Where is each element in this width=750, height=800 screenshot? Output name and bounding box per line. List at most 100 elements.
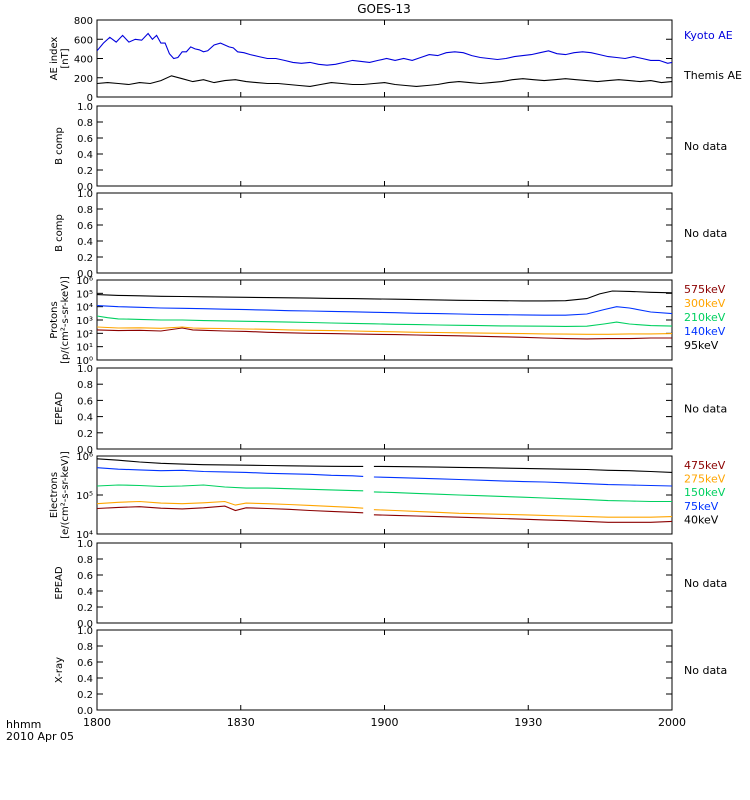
x-tick-label: 1930	[514, 716, 542, 729]
y-axis-label: Electrons	[49, 472, 60, 518]
no-data-label: No data	[684, 577, 727, 590]
y-tick-label: 0.0	[77, 269, 93, 280]
panel-xray: 0.0 0.2 0.4 0.6 0.8 1.0 X-ray No data	[54, 626, 727, 717]
panel-frame	[96, 629, 673, 711]
y-tick-label: 400	[74, 55, 93, 66]
y-tick-label: 0.0	[77, 445, 93, 456]
series-line-kyoto-ae	[97, 32, 672, 66]
y-tick-label: 0.6	[77, 571, 93, 582]
y-axis-label: EPEAD	[54, 392, 65, 426]
panel-electrons: 10⁴ 10⁵ 10⁶ Electrons [e/(cm²-s-sr-keV)] 475k…	[49, 451, 726, 541]
y-tick-label: 0.8	[77, 380, 93, 391]
y-axis-label: [nT]	[60, 48, 71, 68]
y-tick-label: 0.6	[77, 221, 93, 232]
y-tick-label: 1.0	[77, 626, 93, 637]
panel-frame	[96, 105, 673, 187]
y-tick-label: 0.2	[77, 166, 93, 177]
y-tick-label: 0.2	[77, 690, 93, 701]
panel-frame	[96, 192, 673, 274]
y-tick-label: 1.0	[77, 364, 93, 375]
y-tick-label: 1.0	[77, 539, 93, 550]
panel-frame	[96, 455, 673, 535]
y-tick-label: 10⁰	[76, 356, 93, 367]
x-tick-label: 1900	[371, 716, 399, 729]
y-tick-label: 10⁴	[76, 530, 93, 541]
series-line-275kev	[97, 500, 672, 518]
y-tick-label: 0.8	[77, 555, 93, 566]
y-axis-label: [e/(cm²-s-sr-keV)]	[60, 451, 71, 539]
y-tick-label: 10¹	[76, 343, 93, 354]
y-tick-label: 0.6	[77, 134, 93, 145]
panel-ae: 0 200 400 600 800 AE index [nT] Kyoto AE Themis …	[49, 16, 742, 104]
y-tick-label: 0.4	[77, 413, 93, 424]
series-line-210kev	[97, 315, 672, 327]
x-tick-label: 1800	[83, 716, 111, 729]
y-tick-label: 0.4	[77, 237, 93, 248]
panel-b2: 0.0 0.2 0.4 0.6 0.8 1.0 B comp No data	[54, 189, 727, 280]
panel-frame	[96, 542, 673, 624]
y-tick-label: 1.0	[77, 189, 93, 200]
y-axis-label: B comp	[54, 127, 65, 165]
y-axis-label: Protons	[49, 301, 60, 338]
y-tick-label: 0.0	[77, 706, 93, 717]
y-tick-label: 10⁶	[76, 452, 93, 463]
no-data-label: No data	[684, 227, 727, 240]
y-tick-label: 0.6	[77, 396, 93, 407]
y-tick-label: 10³	[76, 316, 93, 327]
y-tick-label: 0.4	[77, 587, 93, 598]
y-tick-label: 0.2	[77, 603, 93, 614]
y-tick-label: 0.8	[77, 118, 93, 129]
legend-40kev: 40keV	[684, 513, 719, 526]
y-tick-label: 0	[87, 93, 93, 104]
panel-epead1: 0.0 0.2 0.4 0.6 0.8 1.0 EPEAD No data	[54, 364, 727, 456]
series-line-themis-ae	[97, 75, 672, 87]
footer-hhmm: hhmm	[6, 718, 41, 731]
y-axis-label: B comp	[54, 214, 65, 252]
y-tick-label: 600	[74, 35, 93, 46]
y-axis-label: [p/(cm²-s-sr-keV)]	[60, 276, 71, 364]
y-tick-label: 200	[74, 74, 93, 85]
legend-575kev: 575keV	[684, 283, 726, 296]
y-axis-label: AE index	[49, 37, 60, 81]
legend-150kev: 150keV	[684, 486, 726, 499]
y-tick-label: 10⁶	[76, 276, 93, 287]
x-axis: 1800 1830 1900 1930 2000	[83, 716, 686, 729]
y-axis-label: X-ray	[54, 657, 65, 683]
panel-b1: 0.0 0.2 0.4 0.6 0.8 1.0 B comp No data	[54, 102, 727, 193]
y-tick-label: 800	[74, 16, 93, 27]
panel-frame	[96, 367, 673, 450]
series-line-75kev	[97, 467, 672, 487]
legend-140kev: 140keV	[684, 325, 726, 338]
y-axis-label: EPEAD	[54, 566, 65, 600]
series-line-475kev	[97, 505, 672, 523]
series-line-40kev	[97, 458, 672, 473]
no-data-label: No data	[684, 140, 727, 153]
legend-210kev: 210keV	[684, 311, 726, 324]
no-data-label: No data	[684, 403, 727, 416]
y-tick-label: 10⁵	[76, 491, 93, 502]
legend-475kev: 475keV	[684, 459, 726, 472]
series-line-140kev	[97, 305, 672, 316]
y-tick-label: 10⁵	[76, 289, 93, 300]
plot-title: GOES-13	[357, 2, 411, 16]
series-line-575kev	[97, 327, 672, 340]
y-tick-label: 1.0	[77, 102, 93, 113]
footer-date: 2010 Apr 05	[6, 730, 74, 743]
series-line-300kev	[97, 326, 672, 335]
y-tick-label: 10²	[76, 329, 93, 340]
legend-300kev: 300keV	[684, 297, 726, 310]
panels: 0 200 400 600 800 AE index [nT] Kyoto AE Themis …	[49, 16, 742, 717]
y-tick-label: 0.0	[77, 182, 93, 193]
no-data-label: No data	[684, 664, 727, 677]
series-line-95kev	[97, 290, 672, 302]
legend-75kev: 75keV	[684, 500, 719, 513]
legend-kyoto-ae: Kyoto AE	[684, 29, 733, 42]
y-tick-label: 0.8	[77, 642, 93, 653]
y-tick-label: 0.8	[77, 205, 93, 216]
legend-themis-ae: Themis AE	[683, 69, 742, 82]
panel-epead2: 0.0 0.2 0.4 0.6 0.8 1.0 EPEAD No data	[54, 539, 727, 630]
series-line-150kev	[97, 484, 672, 503]
legend-275kev: 275keV	[684, 473, 726, 486]
y-tick-label: 0.0	[77, 619, 93, 630]
